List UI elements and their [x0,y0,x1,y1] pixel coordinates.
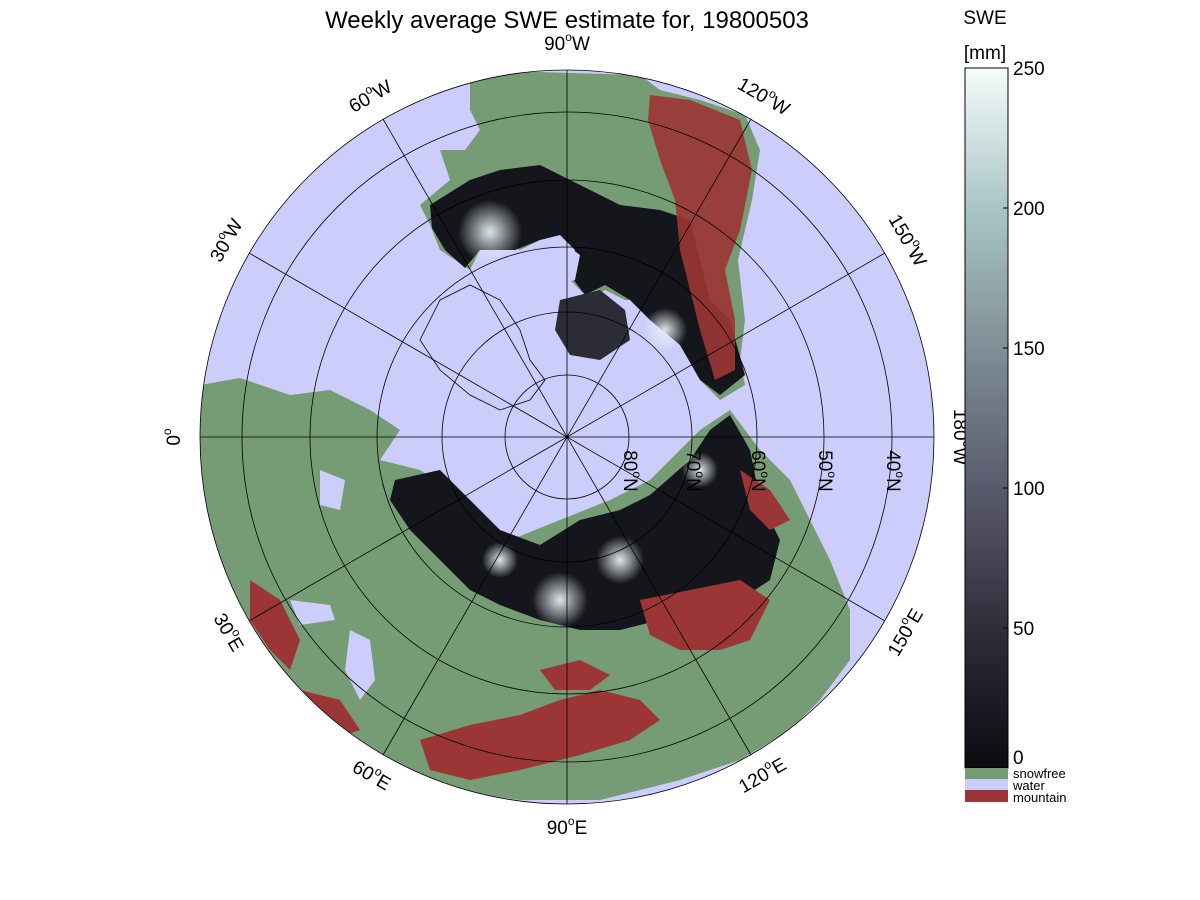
longitude-label: 60oE [348,754,396,796]
colorbar-snowfree-swatch [965,768,1008,779]
longitude-label: 30oW [203,214,247,266]
colorbar-snowfree-label: snowfree [1013,766,1066,781]
europe-mountains [250,580,300,670]
himalaya-mountains [420,690,660,780]
colorbar-mountain-swatch [965,790,1008,802]
east-asia-mountains [640,580,770,650]
na-mountain-belt [648,95,752,380]
map-title: Weekly average SWE estimate for, 1980050… [325,7,809,34]
colorbar-tick-label: 0 [1013,748,1024,769]
na-snow-peak [643,308,687,352]
colorbar-tick-label: 100 [1013,479,1045,500]
colorbar-tick-label: 250 [1013,59,1045,80]
colorbar-water-label: water [1012,778,1045,793]
latitude-label: 60oN [747,450,772,492]
eurasia-snow-peak [532,572,588,628]
latitude-labels: 80oN 70oN 60oN 50oN 40oN [619,450,907,492]
arctic-islands [555,290,630,360]
meridian-150w-30e [248,252,886,622]
longitude-label: 90oE [547,814,588,839]
eurasia-snow-peak [596,536,644,584]
colorbar-gradient [964,67,1009,769]
eurasia-snow-peak [482,542,518,578]
longitude-label: 90oW [544,30,590,55]
black-sea [290,600,335,625]
colorbar-water-swatch [965,779,1008,790]
longitude-label: 120oW [734,71,795,121]
colorbar-tick-label: 200 [1013,199,1045,220]
graticule [199,69,935,805]
east-asia-mountains [740,470,790,530]
eurasia-snow-peak [682,452,718,488]
na-snow-peak [458,200,522,264]
longitude-label: 0o [160,428,185,446]
longitude-label: 150oW [884,209,934,270]
latitude-label: 40oN [882,450,907,492]
longitude-label: 60oW [344,73,396,117]
hudson-bay [520,240,580,285]
latitude-label: 80oN [619,450,644,492]
greenland [419,284,546,411]
central-asia-mountains [540,660,610,690]
colorbar-unit: [mm] [964,43,1006,64]
latitude-label: 50oN [814,450,839,492]
colorbar-mountain-label: mountain [1013,790,1066,805]
colorbar-ticks: 0 50 100 150 200 250 [1003,59,1045,769]
colorbar-tick-label: 50 [1013,619,1034,640]
longitude-labels: 90oW120oW150oW180oW150oE120oE90oE60oE30o… [160,30,974,839]
longitude-label: 30oE [209,608,251,656]
caspian-sea [345,630,375,700]
colorbar-label: SWE [963,8,1006,29]
latitude-label: 70oN [682,450,707,492]
baltic-sea [320,470,345,510]
colorbar-tick-label: 150 [1013,339,1045,360]
